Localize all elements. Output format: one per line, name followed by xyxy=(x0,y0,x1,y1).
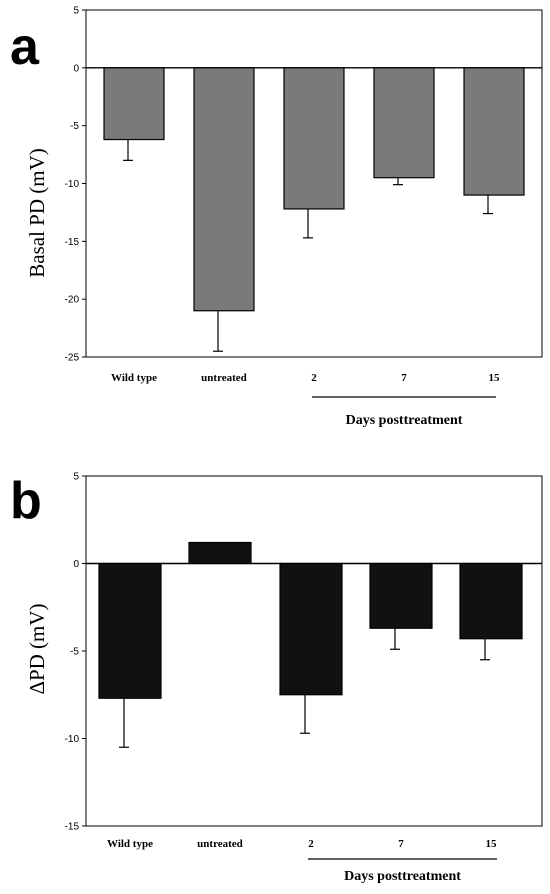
category-label: 7 xyxy=(398,838,404,850)
category-label: Wild type xyxy=(111,372,157,384)
y-tick-label: -5 xyxy=(70,647,79,658)
category-label: untreated xyxy=(201,372,247,384)
chart-panel-b: b ΔPD (mV) 5 0 -5 -10 -15 Wild type untreated 2… xyxy=(10,472,543,884)
bar xyxy=(98,562,162,699)
y-tick-label: -10 xyxy=(65,734,80,745)
chart-panel-a: a Basal PD (mV) 5 0 -5 -10 -15 -20 -25 Wild typ… xyxy=(10,6,543,428)
bar xyxy=(103,67,165,141)
bar xyxy=(459,562,523,640)
plot-area-a: 5 0 -5 -10 -15 -20 -25 Wild type untreated 2 7 15 Da… xyxy=(65,6,543,428)
category-label: untreated xyxy=(197,838,243,850)
bar xyxy=(463,67,525,196)
y-tick-label: -20 xyxy=(65,295,80,306)
y-tick-label: 0 xyxy=(73,559,79,570)
bar xyxy=(373,67,435,179)
y-tick-label: -5 xyxy=(70,121,79,132)
bar xyxy=(279,562,343,696)
group-label: Days posttreatment xyxy=(346,413,463,428)
y-tick-label: -15 xyxy=(65,237,80,248)
y-tick-label: -15 xyxy=(65,822,80,833)
bar xyxy=(188,541,252,565)
y-tick-label: 0 xyxy=(73,63,79,74)
category-label: 15 xyxy=(489,372,501,384)
y-axis-label-a: Basal PD (mV) xyxy=(25,148,49,278)
panel-letter-a: a xyxy=(10,18,40,76)
category-label: 7 xyxy=(401,372,407,384)
y-tick-label: 5 xyxy=(73,472,79,483)
category-label: 2 xyxy=(311,372,317,384)
group-label: Days posttreatment xyxy=(344,869,461,884)
bar xyxy=(193,67,255,312)
y-tick-label: -10 xyxy=(65,179,80,190)
plot-area-b: 5 0 -5 -10 -15 Wild type untreated 2 7 15 Days pos… xyxy=(65,472,543,884)
bar xyxy=(369,562,433,629)
bar xyxy=(283,67,345,210)
y-tick-label: -25 xyxy=(65,353,80,364)
y-axis-label-b: ΔPD (mV) xyxy=(25,603,49,694)
panel-letter-b: b xyxy=(10,472,42,530)
category-label: 15 xyxy=(486,838,498,850)
y-tick-label: 5 xyxy=(73,6,79,17)
category-label: Wild type xyxy=(107,838,153,850)
category-label: 2 xyxy=(308,838,314,850)
